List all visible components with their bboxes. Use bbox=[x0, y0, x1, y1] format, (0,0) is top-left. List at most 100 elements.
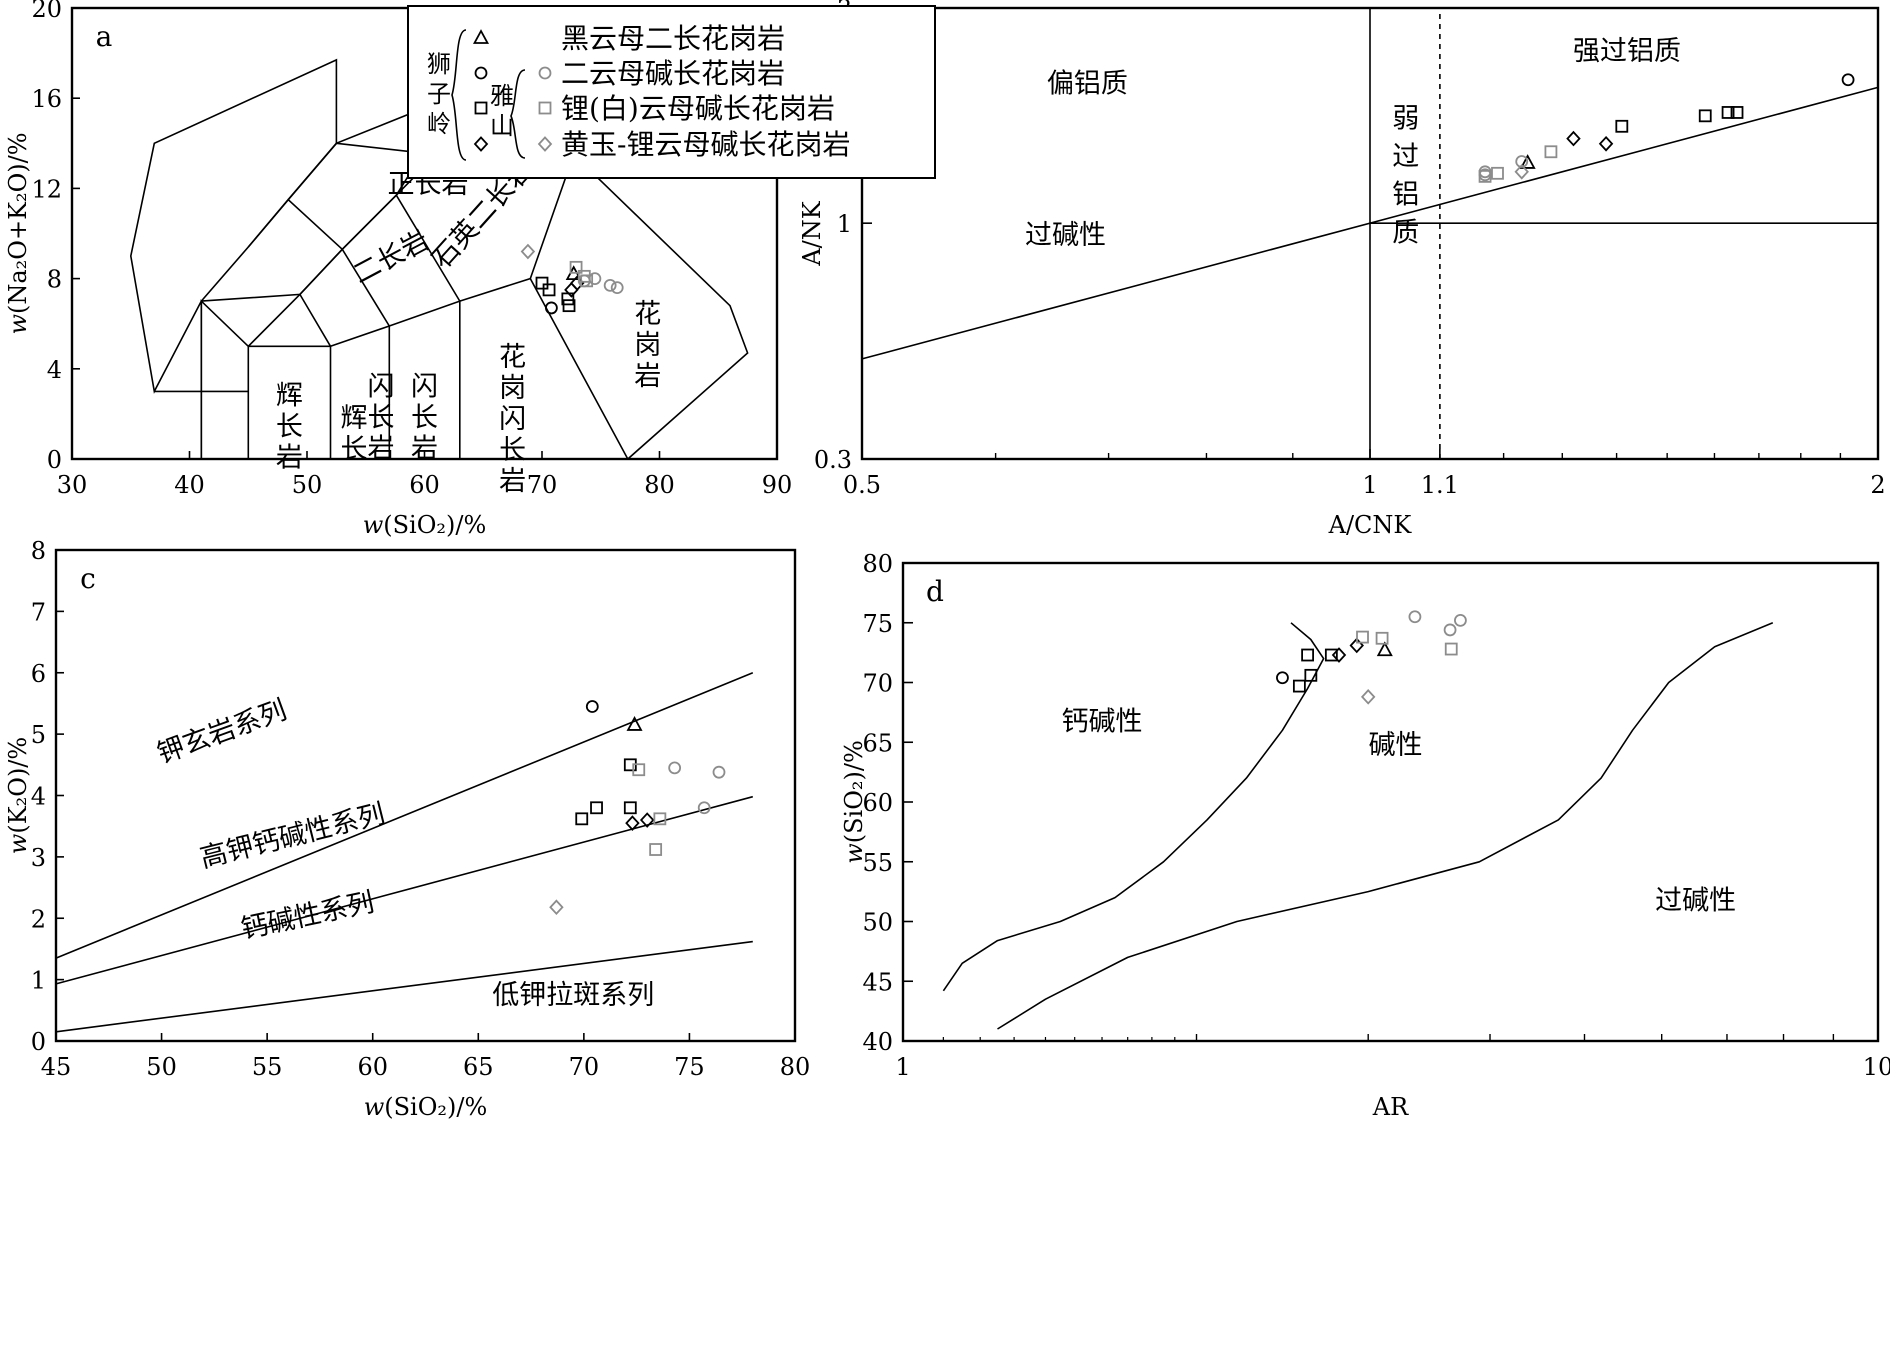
x-tick-label: 70 bbox=[527, 471, 558, 499]
legend-group-shizi-char: 狮 bbox=[427, 50, 451, 78]
legend-entry: 黑云母二长花岗岩 bbox=[561, 22, 785, 55]
legend-group-shizi-char: 子 bbox=[427, 80, 451, 108]
legend-brace-yashan bbox=[510, 69, 526, 159]
data-point-dia-black bbox=[639, 812, 655, 828]
data-point-circ-grey bbox=[1443, 623, 1457, 637]
xlabel-axis-var: w bbox=[364, 1093, 385, 1121]
data-point-dia-black bbox=[1598, 135, 1614, 152]
legend-group-shizi-char: 岭 bbox=[427, 110, 451, 138]
field-label-char: 长 bbox=[499, 435, 526, 466]
field-label: 辉长 bbox=[341, 403, 368, 465]
tas-boundary-line bbox=[529, 153, 749, 460]
xlabel-axis-main: A/CNK bbox=[1328, 511, 1413, 539]
field-label-char: 长 bbox=[341, 434, 368, 465]
ylabel-axis-label: w(Na₂O+K₂O)/% bbox=[4, 132, 32, 334]
field-label-char: 闪 bbox=[499, 404, 526, 435]
y-tick-label: 12 bbox=[31, 175, 62, 203]
legend-marker-black bbox=[474, 66, 488, 80]
data-point-sq-black bbox=[562, 299, 576, 313]
legend-marker-grey bbox=[538, 66, 552, 80]
data-point-sq-grey bbox=[1356, 630, 1369, 644]
data-point-sq-grey bbox=[577, 269, 591, 283]
data-point-tri-black bbox=[1376, 641, 1393, 657]
data-point-sq-black bbox=[535, 276, 549, 290]
legend-entry: 二云母碱长花岗岩 bbox=[561, 57, 785, 90]
y-tick-label: 7 bbox=[31, 598, 46, 626]
y-tick-label: 45 bbox=[862, 968, 893, 996]
y-tick-label: 55 bbox=[862, 849, 893, 877]
plot-frame bbox=[901, 561, 1880, 1043]
ylabel-axis-label: A/NK bbox=[798, 200, 826, 266]
x-tick-label: 60 bbox=[357, 1053, 388, 1081]
field-label-char: 长 bbox=[276, 411, 303, 442]
x-tick-label: 55 bbox=[252, 1053, 283, 1081]
x-tick-label: 70 bbox=[569, 1053, 600, 1081]
field-label: 高钾钙碱性系列 bbox=[197, 798, 388, 874]
xlabel-axis-label: w(SiO₂)/% bbox=[363, 511, 487, 539]
tas-boundary-line bbox=[129, 58, 338, 459]
xlabel-axis-main: AR bbox=[1372, 1093, 1409, 1121]
field-label-char: 闪 bbox=[368, 371, 395, 402]
data-point-sq-black bbox=[1292, 679, 1306, 693]
data-point-circ-black bbox=[585, 700, 599, 713]
field-label: 强过铝质 bbox=[1573, 36, 1681, 67]
y-tick-label: 6 bbox=[31, 660, 46, 688]
field-label: 碱性 bbox=[1369, 730, 1423, 761]
field-label-char: 岩 bbox=[499, 466, 526, 497]
data-point-sq-black bbox=[1615, 119, 1629, 133]
data-point-sq-grey bbox=[632, 763, 646, 777]
field-label: 过碱性 bbox=[1655, 886, 1736, 917]
legend-frame bbox=[407, 5, 936, 179]
y-tick-label: 1 bbox=[31, 967, 46, 995]
data-point-dia-black bbox=[625, 815, 640, 831]
field-label: 钙碱性 bbox=[1062, 706, 1143, 737]
field-boundaries bbox=[861, 8, 1879, 459]
ylabel-axis-var: w bbox=[4, 314, 32, 335]
field-label-char: 铝 bbox=[1392, 180, 1419, 211]
field-label-char: 岗 bbox=[634, 330, 661, 361]
data-point-sq-grey bbox=[1444, 642, 1458, 656]
field-label: 钾玄岩系列 bbox=[153, 695, 290, 770]
field-label-char: 岗 bbox=[499, 373, 526, 404]
field-label: 钙碱性系列 bbox=[238, 887, 376, 945]
field-label-char: 过 bbox=[1392, 142, 1419, 173]
data-point-sq-black bbox=[575, 812, 589, 826]
panel-letter: a bbox=[96, 20, 113, 53]
xlabel-axis-label: w(SiO₂)/% bbox=[364, 1093, 488, 1121]
y-tick-label: 2 bbox=[31, 905, 46, 933]
legend-marker-grey bbox=[538, 101, 552, 115]
field-label-char: 质 bbox=[1392, 218, 1419, 249]
data-point-tri-black bbox=[626, 716, 643, 731]
data-point-circ-grey bbox=[697, 801, 711, 815]
ylabel-axis-var: w bbox=[4, 833, 32, 854]
y-tick-label: 60 bbox=[862, 789, 893, 817]
data-point-sq-grey bbox=[1478, 169, 1492, 183]
data-point-sq-black bbox=[623, 801, 637, 815]
ylabel-axis-label: w(SiO₂)/% bbox=[840, 740, 868, 864]
legend-brace-shizi bbox=[451, 29, 467, 161]
y-tick-label: 8 bbox=[31, 537, 46, 565]
xlabel-axis-main: (SiO₂)/% bbox=[383, 511, 486, 539]
tas-boundary-line bbox=[247, 198, 343, 250]
data-point-sq-black bbox=[1304, 668, 1318, 682]
y-tick-label: 80 bbox=[862, 550, 893, 578]
field-label-char: 花 bbox=[634, 299, 661, 330]
y-tick-label: 0 bbox=[47, 446, 62, 474]
plot-frame bbox=[54, 548, 797, 1043]
xlabel-axis-var: w bbox=[363, 511, 384, 539]
x-tick-label: 75 bbox=[674, 1053, 705, 1081]
x-tick-label: 60 bbox=[409, 471, 440, 499]
field-label-char: 长 bbox=[368, 402, 395, 433]
legend-marker-black bbox=[473, 136, 489, 152]
x-tick-label: 2 bbox=[1870, 471, 1885, 499]
x-tick-label: 1 bbox=[895, 1053, 910, 1081]
xlabel-axis-main: (SiO₂)/% bbox=[384, 1093, 487, 1121]
y-tick-label: 16 bbox=[31, 85, 62, 113]
data-point-dia-black bbox=[1566, 130, 1581, 147]
legend-group-yashan-char: 山 bbox=[490, 112, 514, 140]
ylabel-axis-var: w bbox=[840, 843, 868, 864]
field-label-char: 岩 bbox=[634, 361, 661, 392]
